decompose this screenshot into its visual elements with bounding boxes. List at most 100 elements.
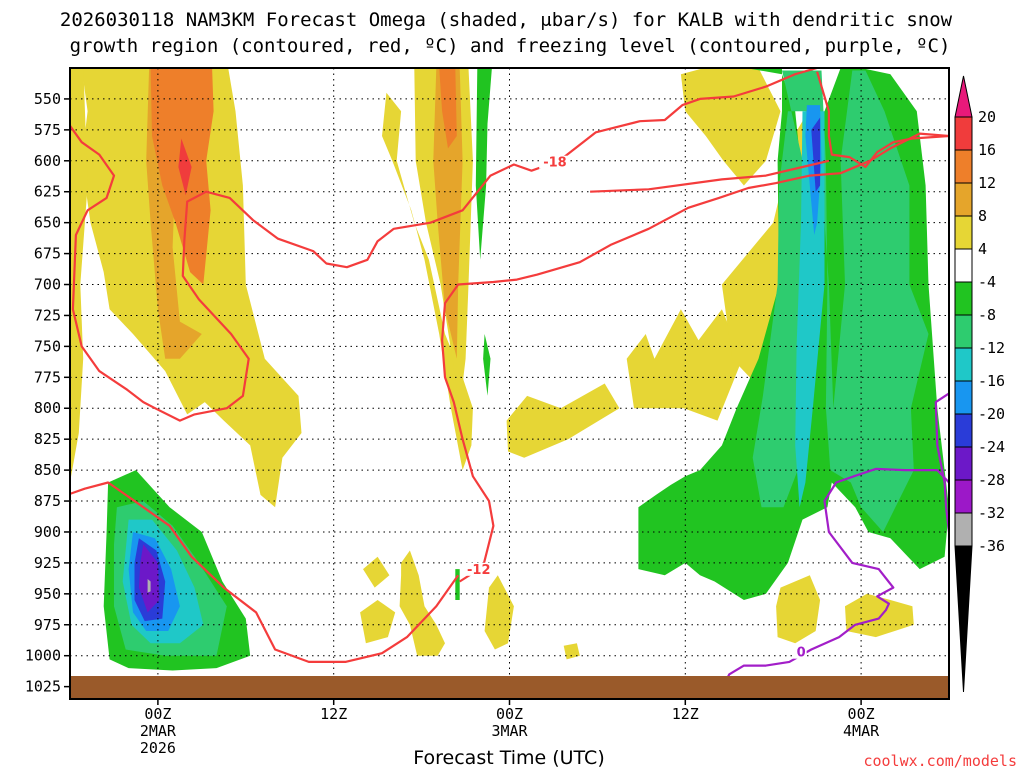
y-tick-label-975: 975 (34, 616, 61, 634)
y-tick-label-950: 950 (34, 585, 61, 603)
contour-label-1: -12 (467, 563, 491, 578)
contour--18-4 (590, 159, 830, 193)
colorbar-swatch-13 (954, 512, 973, 547)
colorbar-swatch-9 (954, 380, 973, 415)
contour--18-3 (816, 71, 949, 169)
y-tick-label-925: 925 (34, 554, 61, 572)
colorbar-label-3: 8 (978, 207, 987, 225)
colorbar-label-4: 4 (978, 240, 987, 258)
colorbar-label-0: 20 (978, 108, 996, 126)
omega-region-33 (138, 544, 160, 613)
y-tick-label-1025: 1025 (25, 678, 61, 696)
contour-label-bg-2 (792, 645, 807, 659)
y-tick-label-1000: 1000 (25, 647, 61, 665)
omega-region-14 (680, 68, 781, 186)
colorbar-swatch-10 (954, 413, 973, 448)
plot-area: -18 -12 0 (69, 67, 950, 700)
colorbar-label-2: 12 (978, 174, 996, 192)
contour-label-bg-1 (463, 562, 494, 576)
y-tick-label-775: 775 (34, 368, 61, 386)
colorbar-swatch-5 (954, 248, 973, 283)
x-tick-label-0-1: 2MAR (140, 722, 177, 740)
colorbar-swatch-4 (954, 215, 973, 250)
omega-region-19 (811, 117, 821, 192)
omega-region-34 (147, 579, 151, 593)
y-tick-label-750: 750 (34, 337, 61, 355)
contour-lines (70, 68, 949, 684)
chart-title-line-1: 2026030118 NAM3KM Forecast Omega (shaded… (60, 9, 953, 31)
y-tick-label-825: 825 (34, 430, 61, 448)
contour-label-2: 0 (797, 646, 806, 661)
omega-region-7 (433, 68, 463, 359)
omega-region-3 (178, 138, 192, 196)
x-tick-label-1-0: 12Z (320, 705, 347, 723)
y-tick-label-550: 550 (34, 90, 61, 108)
y-tick-label-625: 625 (34, 183, 61, 201)
omega-region-4 (70, 68, 88, 483)
colorbar-swatch-2 (954, 149, 973, 184)
y-tick-label-800: 800 (34, 399, 61, 417)
colorbar: 20 16 12 8 4 -4 -8 -12 -16 -20 -24 -28 -32 -36 (954, 75, 1005, 693)
omega-region-22 (363, 556, 390, 588)
colorbar-swatch-11 (954, 446, 973, 481)
colorbar-top-arrow (954, 75, 973, 118)
contour-0-5 (934, 392, 949, 533)
y-tick-label-900: 900 (34, 523, 61, 541)
omega-region-26 (563, 643, 580, 660)
colorbar-swatch-3 (954, 182, 973, 217)
y-tick-label-650: 650 (34, 214, 61, 232)
x-tick-label-2-0: 00Z (496, 705, 523, 723)
ground-layer (70, 676, 949, 699)
contour--12-1 (441, 132, 949, 583)
y-tick-label-700: 700 (34, 276, 61, 294)
omega-region-10 (483, 334, 491, 396)
y-tick-label-575: 575 (34, 121, 61, 139)
colorbar-label-7: -12 (978, 339, 1005, 357)
contour--12-0 (70, 481, 460, 664)
y-tick-label-850: 850 (34, 461, 61, 479)
chart-title-line-2: growth region (contoured, red, ºC) and f… (70, 35, 951, 57)
omega-region-9 (475, 68, 492, 260)
y-axis: 550 575 600 625 650 675 700 725 750 775 800 825 850 8… (25, 90, 70, 696)
colorbar-label-8: -16 (978, 372, 1005, 390)
colorbar-label-9: -20 (978, 405, 1005, 423)
omega-region-27 (455, 569, 460, 600)
colorbar-swatch-8 (954, 347, 973, 382)
colorbar-label-10: -24 (978, 438, 1005, 456)
omega-region-5 (382, 92, 473, 471)
colorbar-label-5: -4 (978, 273, 996, 291)
omega-region-21 (845, 593, 914, 638)
contour-labels: -18 -12 0 (463, 155, 807, 661)
omega-region-11 (506, 383, 620, 458)
credit-text: coolwx.com/models (863, 752, 1017, 768)
contour--18-2 (70, 68, 818, 422)
x-tick-label-0-2: 2026 (140, 739, 176, 757)
omega-region-8 (439, 68, 457, 149)
x-tick-label-2-1: 3MAR (491, 722, 528, 740)
colorbar-bottom-arrow (954, 545, 973, 693)
colorbar-swatch-6 (954, 281, 973, 316)
colorbar-label-6: -8 (978, 306, 996, 324)
colorbar-label-13: -36 (978, 537, 1005, 555)
x-axis-label: Forecast Time (UTC) (413, 747, 604, 768)
contour-label-0: -18 (543, 156, 567, 171)
colorbar-swatch-7 (954, 314, 973, 349)
x-tick-label-4-0: 00Z (848, 705, 875, 723)
y-tick-label-725: 725 (34, 306, 61, 324)
colorbar-label-11: -28 (978, 471, 1005, 489)
x-tick-label-3-0: 12Z (672, 705, 699, 723)
x-tick-label-4-1: 4MAR (843, 722, 880, 740)
contour-label-bg-0 (539, 155, 570, 169)
y-tick-label-675: 675 (34, 245, 61, 263)
colorbar-swatch-12 (954, 479, 973, 514)
colorbar-label-1: 16 (978, 141, 996, 159)
omega-region-12 (626, 309, 743, 421)
y-tick-label-600: 600 (34, 152, 61, 170)
omega-shading (70, 68, 949, 671)
omega-region-23 (360, 600, 396, 644)
y-tick-label-875: 875 (34, 492, 61, 510)
omega-region-24 (399, 550, 445, 656)
contour-0-6 (723, 467, 949, 684)
